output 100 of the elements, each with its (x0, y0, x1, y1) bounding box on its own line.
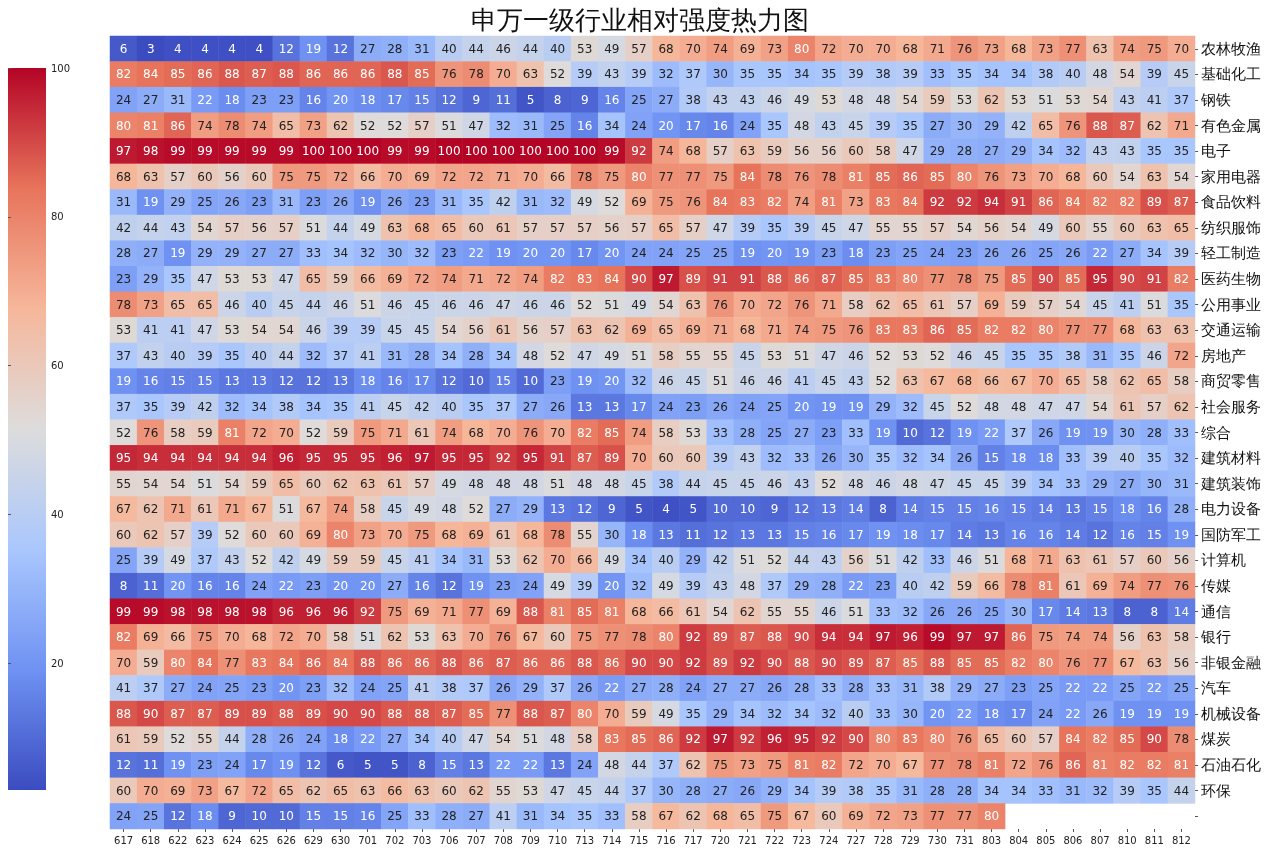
data-label: 31 (414, 41, 430, 56)
data-label: 61 (929, 297, 945, 312)
data-label: 69 (387, 272, 403, 287)
data-label: 87 (197, 706, 213, 721)
data-label: 40 (902, 578, 918, 593)
data-label: 16 (224, 578, 240, 593)
data-label: 24 (360, 681, 376, 696)
data-label: 72 (414, 272, 430, 287)
data-label: 62 (1173, 399, 1190, 414)
data-label: 39 (821, 783, 837, 798)
data-label: 17 (414, 374, 430, 389)
data-label: 72 (332, 169, 349, 184)
data-label: 86 (902, 169, 918, 184)
data-label: 15 (495, 374, 511, 389)
data-label: 25 (1173, 681, 1190, 696)
data-label: 8 (879, 502, 887, 517)
data-label: 80 (794, 41, 810, 56)
data-label: 42 (712, 553, 728, 568)
data-label: 38 (1065, 348, 1081, 363)
data-label: 53 (522, 783, 539, 798)
data-label: 96 (278, 451, 294, 466)
data-label: 91 (739, 272, 756, 287)
data-label: 65 (197, 297, 213, 312)
data-label: 8 (418, 758, 426, 773)
data-label: 62 (1146, 118, 1162, 133)
data-label: 44 (278, 348, 294, 363)
data-label: 10 (902, 425, 918, 440)
data-label: 94 (170, 451, 186, 466)
data-label: 39 (577, 578, 593, 593)
data-label: 56 (251, 220, 267, 235)
data-label: 46 (305, 323, 322, 338)
data-label: 33 (1173, 425, 1190, 440)
data-label: 19 (360, 195, 376, 210)
data-label: 57 (549, 220, 566, 235)
data-label: 25 (1119, 681, 1135, 696)
data-label: 38 (848, 783, 864, 798)
data-label: 34 (929, 451, 945, 466)
data-label: 41 (414, 553, 430, 568)
data-label: 34 (794, 706, 810, 721)
data-label: 4 (173, 41, 182, 56)
data-label: 35 (1119, 348, 1135, 363)
data-label: 40 (441, 41, 457, 56)
data-label: 48 (495, 476, 511, 491)
data-label: 88 (115, 706, 132, 721)
data-label: 58 (658, 348, 674, 363)
data-label: 70 (739, 297, 756, 312)
data-label: 53 (821, 92, 837, 107)
data-label: 70 (278, 425, 294, 440)
data-label: 51 (278, 502, 294, 517)
x-tick-label: 713 (575, 834, 595, 846)
data-label: 57 (1038, 732, 1054, 747)
data-label: 29 (929, 144, 945, 159)
data-label: 22 (956, 706, 973, 721)
x-tick-label: 709 (520, 834, 540, 846)
data-label: 19 (1092, 425, 1108, 440)
data-label: 83 (875, 323, 891, 338)
data-label: 92 (956, 195, 973, 210)
data-label: 74 (631, 425, 647, 440)
data-label: 43 (739, 92, 756, 107)
x-tick-label: 812 (1171, 834, 1191, 846)
data-label: 54 (251, 323, 267, 338)
data-label: 57 (956, 297, 973, 312)
data-label: 86 (1011, 630, 1027, 645)
data-label: 47 (278, 272, 294, 287)
data-label: 58 (875, 144, 891, 159)
data-label: 32 (1173, 451, 1190, 466)
data-label: 46 (766, 92, 783, 107)
data-label: 46 (522, 297, 539, 312)
data-label: 24 (197, 681, 213, 696)
data-label: 33 (929, 67, 945, 82)
data-label: 15 (929, 502, 945, 517)
data-label: 23 (1011, 681, 1027, 696)
data-label: 10 (739, 502, 756, 517)
data-label: 54 (1011, 220, 1027, 235)
data-label: 10 (522, 374, 539, 389)
data-label: 42 (902, 553, 918, 568)
data-label: 23 (278, 92, 294, 107)
data-label: 27 (278, 246, 294, 261)
data-label: 25 (143, 809, 159, 824)
data-label: 69 (1092, 578, 1108, 593)
data-label: 32 (1092, 783, 1108, 798)
data-label: 48 (468, 476, 484, 491)
data-label: 19 (1146, 706, 1162, 721)
data-label: 67 (224, 783, 240, 798)
data-label: 47 (197, 323, 213, 338)
data-label: 54 (143, 476, 159, 491)
data-label: 72 (848, 758, 864, 773)
data-label: 92 (685, 630, 701, 645)
data-label: 97 (712, 732, 728, 747)
data-label: 41 (495, 809, 511, 824)
data-label: 34 (332, 246, 349, 261)
data-label: 90 (1146, 732, 1162, 747)
data-label: 97 (658, 272, 674, 287)
x-tick-label: 728 (873, 834, 893, 846)
data-label: 37 (658, 758, 674, 773)
data-label: 17 (631, 399, 647, 414)
data-label: 13 (468, 758, 484, 773)
data-label: 68 (414, 220, 430, 235)
data-label: 35 (766, 220, 783, 235)
data-label: 18 (1119, 502, 1135, 517)
